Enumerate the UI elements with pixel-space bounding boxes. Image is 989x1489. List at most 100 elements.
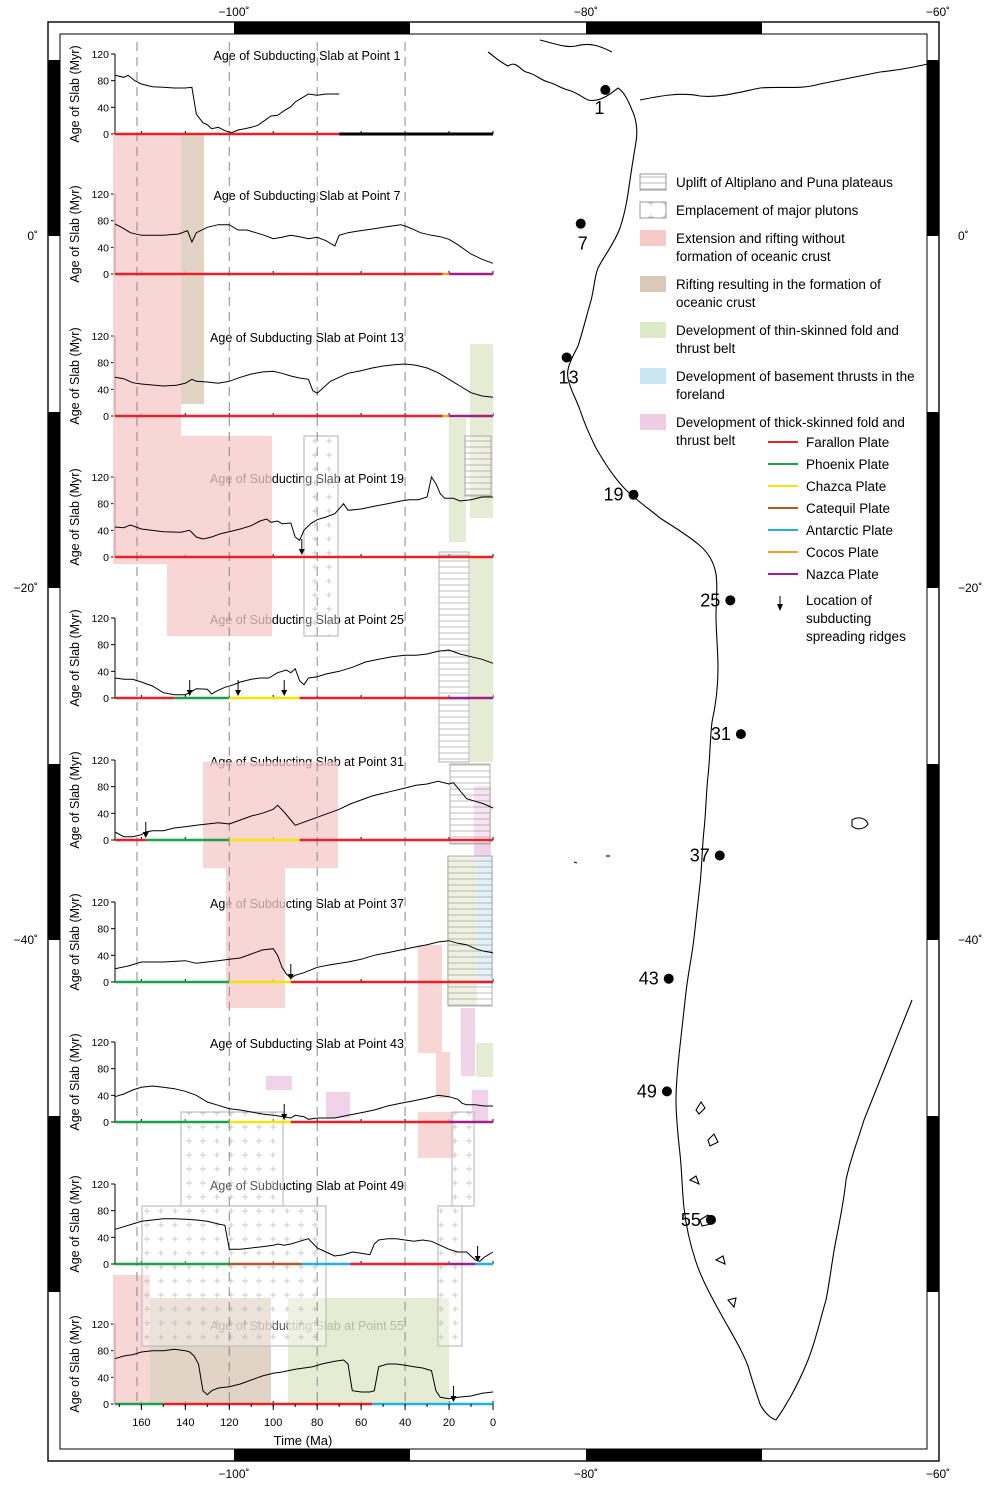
overlay-thin-skinned xyxy=(476,1043,493,1077)
slab-age-curve xyxy=(114,1348,494,1400)
y-tick-label: 120 xyxy=(91,1037,109,1049)
panel-title: Age of Subducting Slab at Point 1 xyxy=(214,49,401,63)
map-point-label: 25 xyxy=(700,590,720,610)
y-tick-label: 80 xyxy=(97,358,109,370)
y-tick-label: 80 xyxy=(97,1206,109,1218)
x-axis-tick-label: 20 xyxy=(443,1417,455,1429)
overlay-extension xyxy=(418,1112,454,1158)
map-point-label: 55 xyxy=(681,1210,701,1230)
y-axis-label: Age of Slab (Myr) xyxy=(68,327,82,424)
legend-label: Development of thick-skinned fold and xyxy=(676,415,905,430)
legend-plate-label: Antarctic Plate xyxy=(806,523,893,538)
y-axis-label: Age of Slab (Myr) xyxy=(68,751,82,848)
frame-segment xyxy=(927,60,939,236)
y-tick-label: 40 xyxy=(97,950,109,962)
overlay-plutons xyxy=(180,1111,284,1207)
legend-swatch xyxy=(640,276,666,292)
legend-plate-label: Cocos Plate xyxy=(806,545,879,560)
x-axis-tick-label: 100 xyxy=(264,1417,282,1429)
y-tick-label: 120 xyxy=(91,1319,109,1331)
ridge-arrow-head xyxy=(450,1396,457,1402)
time-guide-lines xyxy=(136,42,406,1404)
slab-age-curve xyxy=(114,223,494,264)
y-tick-label: 0 xyxy=(103,552,109,564)
frame-label-left: −20˚ xyxy=(14,581,38,595)
frame-label-top: −80˚ xyxy=(574,5,598,19)
x-axis-label: Time (Ma) xyxy=(274,1433,333,1448)
map-point-label: 43 xyxy=(639,969,659,989)
y-tick-label: 40 xyxy=(97,1232,109,1244)
y-tick-label: 80 xyxy=(97,782,109,794)
frame-label-bottom: −80˚ xyxy=(574,1467,598,1481)
coastline xyxy=(487,39,937,1421)
map-point-label: 31 xyxy=(711,724,731,744)
y-tick-label: 120 xyxy=(91,49,109,61)
legend-label: thrust belt xyxy=(676,433,736,448)
legend-ridge-label: spreading ridges xyxy=(806,629,906,644)
x-axis-tick-label: 120 xyxy=(220,1417,238,1429)
overlay-oceanic-rifting xyxy=(181,134,204,404)
y-tick-label: 40 xyxy=(97,102,109,114)
panel-8: 0 40 80 120 Age of Slab (Myr) Age of Subducti… xyxy=(68,1033,494,1131)
overlay-plutons xyxy=(437,1205,463,1347)
legend-plate-label: Chazca Plate xyxy=(806,479,886,494)
y-tick-label: 80 xyxy=(97,924,109,936)
frame-segment xyxy=(48,764,60,940)
map-point-label: 1 xyxy=(594,98,604,118)
y-axis-label: Age of Slab (Myr) xyxy=(68,1033,82,1130)
frame-label-left: 0˚ xyxy=(27,229,38,243)
map-point-dot xyxy=(725,595,736,606)
panel-3: 0 40 80 120 Age of Slab (Myr) Age of Subducti… xyxy=(68,327,494,425)
map-point-dot xyxy=(600,84,611,95)
slab-age-curve xyxy=(114,940,494,979)
frame-label-bottom: −60˚ xyxy=(926,1467,950,1481)
y-tick-label: 0 xyxy=(103,693,109,705)
y-tick-label: 120 xyxy=(91,331,109,343)
slab-age-curve xyxy=(114,74,340,134)
frame-label-top: −100˚ xyxy=(218,5,249,19)
ridge-arrow-head xyxy=(186,690,193,696)
y-tick-label: 80 xyxy=(97,640,109,652)
y-tick-label: 120 xyxy=(91,189,109,201)
ridge-arrow-head xyxy=(235,690,242,696)
y-tick-label: 120 xyxy=(91,613,109,625)
y-axis-label: Age of Slab (Myr) xyxy=(68,45,82,142)
y-tick-label: 40 xyxy=(97,525,109,537)
legend-label: thrust belt xyxy=(676,341,736,356)
y-tick-label: 80 xyxy=(97,216,109,228)
legend-swatch xyxy=(640,322,666,338)
map-points: 1 7 13 19 25 31 37 43 49 55 xyxy=(559,84,746,1230)
frame-label-bottom: −100˚ xyxy=(218,1467,249,1481)
overlay-extension xyxy=(181,436,272,564)
frame-segment xyxy=(234,22,410,34)
y-tick-label: 80 xyxy=(97,499,109,511)
frame-label-right: −20˚ xyxy=(958,581,982,595)
overlay-thick-skinned xyxy=(461,1008,475,1076)
overlay-thick-skinned xyxy=(266,1076,292,1090)
panel-title: Age of Subducting Slab at Point 13 xyxy=(210,331,404,345)
legend-plate-label: Phoenix Plate xyxy=(806,457,889,472)
ridge-arrow-head xyxy=(142,832,149,838)
overlay-plutons xyxy=(141,1205,327,1347)
slab-age-curve xyxy=(114,475,493,542)
y-tick-label: 40 xyxy=(97,1090,109,1102)
legend-plate-label: Nazca Plate xyxy=(806,567,879,582)
frame-label-right: −40˚ xyxy=(958,933,982,947)
y-tick-label: 0 xyxy=(103,1117,109,1129)
y-tick-label: 0 xyxy=(103,1399,109,1411)
overlay-thick-skinned xyxy=(472,1090,488,1122)
overlay-plateau-uplift xyxy=(438,551,470,763)
overlay-extension xyxy=(436,1052,450,1098)
x-axis-tick-label: 80 xyxy=(311,1417,323,1429)
frame-label-right: 0˚ xyxy=(958,229,969,243)
y-axis-label: Age of Slab (Myr) xyxy=(68,468,82,565)
y-tick-label: 40 xyxy=(97,384,109,396)
x-axis-tick-label: 160 xyxy=(132,1417,150,1429)
legend-label: Development of thin-skinned fold and xyxy=(676,323,899,338)
map-point-dot xyxy=(661,1086,672,1097)
slab-age-curve xyxy=(114,780,494,838)
panel-2: 0 40 80 120 Age of Slab (Myr) Age of Subducti… xyxy=(68,185,494,283)
ridge-arrow-head xyxy=(298,549,305,555)
ridge-arrow-head xyxy=(281,1114,288,1120)
y-tick-label: 0 xyxy=(103,269,109,281)
